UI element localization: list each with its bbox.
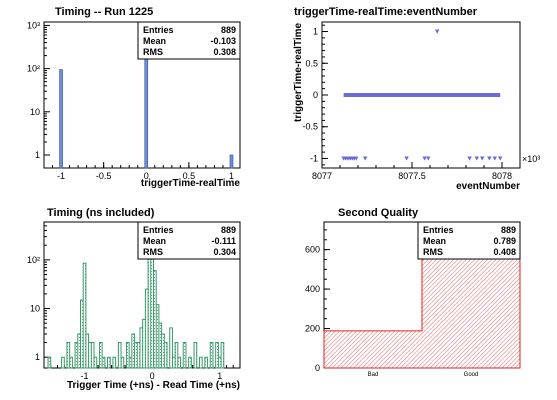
panel1-ytick-label: 10² [27,64,40,74]
panel1-ytick-label: 1 [35,150,40,160]
panel2-ytick-label: 0 [313,90,318,100]
panel2-ytick-label: 0.5 [305,58,318,68]
panel2-ytick-label: -1 [310,153,318,163]
panel2-point [498,156,503,161]
panel3-ytick-label: 1 [35,352,40,362]
panel2-point [357,93,362,98]
panel2-point [422,156,427,161]
panel2-points [341,29,503,161]
panel2-point [480,156,485,161]
panel1-stat-entries-label: Entries [143,25,174,35]
panel1-ytick-label: 10 [30,107,40,117]
panel3-stat-rms-label: RMS [143,247,163,257]
panel2-point [404,156,409,161]
panel3-stat-rms-value: 0.304 [213,247,236,257]
panel1-stat-rms-label: RMS [143,47,163,57]
panel2-axes: 8077 8077.5 8078 -1 -0.5 0 0.5 1 [302,24,512,181]
panel3-ytick-label: 10 [30,304,40,314]
panel2-ytick-label: 1 [313,27,318,37]
panel4-title: Second Quality [338,207,419,219]
panel3-xtick-label: 0 [150,371,155,381]
panel2-xtick-label: 8078 [492,171,512,181]
panel1-xtick-label: 1 [229,171,234,181]
panel1-ytick-label: 10³ [27,20,40,30]
panel2-point [467,156,472,161]
panel1-stat-rms-value: 0.308 [213,47,236,57]
panel4-stat-entries-value: 889 [501,225,516,235]
panel-scatter: triggerTime-realTime:eventNumber 8077 807… [293,6,540,192]
panel1-xlabel: triggerTime-realTime [141,178,241,189]
panel2-point [487,156,492,161]
panel2-point [363,156,368,161]
panel4-ytick-label: 200 [305,324,320,334]
panel2-point [350,93,355,98]
panel2-ytick-label: -0.5 [302,122,318,132]
panel3-xtick-label: -1 [81,371,89,381]
panel-timing-run: Timing -- Run 1225 -1 -0.5 0 0.5 111010²10³ … [27,6,241,189]
panel-second-quality: Second Quality 0 200 400 600 Bad Good Entries… [305,207,521,378]
panel2-point [426,156,431,161]
panel1-stat-mean-label: Mean [143,36,166,46]
panel1-xtick-label: 0.5 [183,171,196,181]
panel2-xlabel: eventNumber [456,181,520,192]
panel1-bar [59,69,63,169]
panel3-title: Timing (ns included) [47,207,155,219]
panel4-category-label: Bad [368,372,379,378]
panel3-stats-box: Entries 889 Mean -0.111 RMS 0.304 [137,221,241,260]
panel2-ylabel: triggerTime-realTime [293,22,304,122]
panel4-stat-rms-label: RMS [423,247,443,257]
panel2-xtick-label: 8077 [312,171,332,181]
panel1-bar [229,154,234,169]
panel2-x-multiplier: ×10³ [522,154,540,164]
panel3-xtick-label: 1 [217,371,222,381]
panel2-point [474,156,479,161]
panel2-title: triggerTime-realTime:eventNumber [294,6,478,18]
panel3-stat-entries-value: 889 [221,225,236,235]
panel4-ytick-label: 400 [305,284,320,294]
panel1-title: Timing -- Run 1225 [55,6,153,18]
panel4-stat-mean-value: 0.789 [493,236,516,246]
panel-timing-ns: Timing (ns included) -1 0 1 1 10 10² Trigger … [27,207,241,391]
panel2-point [354,156,359,161]
panel4-ytick-label: 600 [305,245,320,255]
panel4-stat-rms-value: 0.408 [493,247,516,257]
panel1-xtick-label: -0.5 [96,171,112,181]
panel4-stats-box: Entries 889 Mean 0.789 RMS 0.408 [417,221,521,260]
panel2-point [435,29,440,34]
panel2-xtick-label: 8077.5 [398,171,426,181]
panel1-stat-mean-value: -0.103 [210,36,236,46]
panel3-stat-entries-label: Entries [143,225,174,235]
panel1-xtick-label: -1 [57,171,65,181]
panel4-ytick-label: 0 [315,363,320,373]
panel3-stat-mean-value: -0.111 [211,236,236,246]
panel3-xlabel: Trigger Time (+ns) - Read Time (+ns) [67,380,240,391]
panel2-point [492,156,497,161]
panel4-stat-entries-label: Entries [423,225,454,235]
panel3-ytick-label: 10² [27,255,40,265]
panel3-stat-mean-label: Mean [143,236,166,246]
panel4-category-label: Good [464,372,479,378]
panel1-bars [59,29,234,169]
panel1-xtick-label: 0 [144,171,149,181]
panel2-point [345,93,350,98]
panel2-point-band [343,93,501,97]
panel4-stat-mean-label: Mean [423,236,446,246]
panel3-histogram [47,236,225,369]
panel1-stats-box: Entries 889 Mean -0.103 RMS 0.308 [137,21,241,60]
panel1-stat-entries-value: 889 [221,25,236,35]
